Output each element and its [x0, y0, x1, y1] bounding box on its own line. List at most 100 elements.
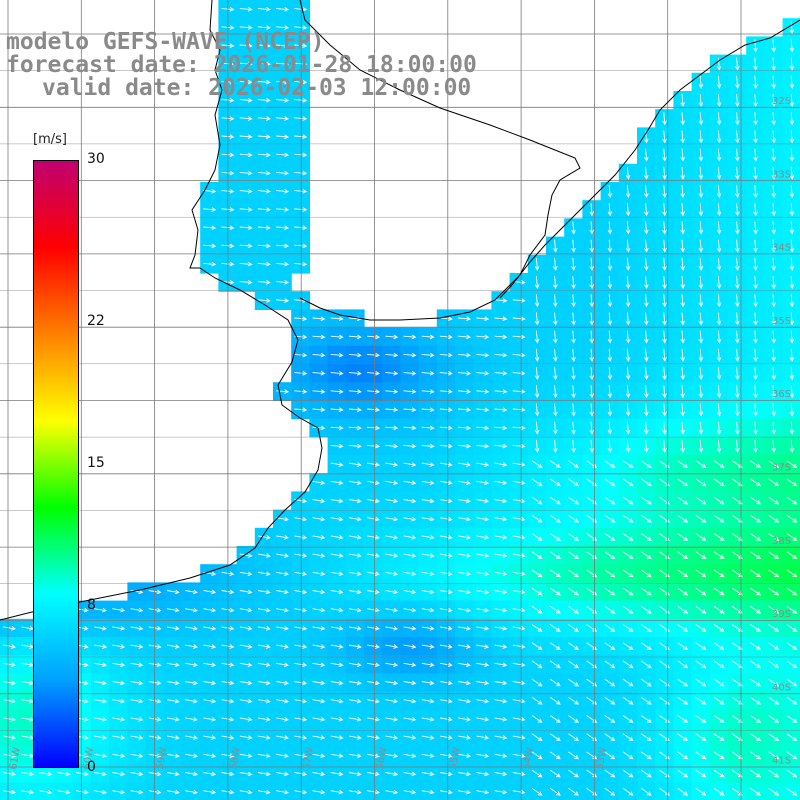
- wind-arrow: [604, 478, 616, 487]
- wind-arrow: [512, 443, 526, 449]
- wind-arrow: [348, 371, 362, 376]
- wind-arrow: [571, 385, 576, 399]
- wind-arrow: [771, 39, 777, 53]
- wind-arrow: [421, 698, 435, 704]
- wind-arrow: [476, 371, 490, 376]
- wind-arrow: [494, 589, 508, 595]
- wind-arrow: [458, 771, 471, 777]
- wind-arrow: [276, 771, 289, 777]
- wind-arrow: [680, 94, 686, 108]
- wind-arrow: [312, 571, 326, 577]
- wind-arrow: [348, 443, 362, 449]
- wind-arrow: [312, 389, 326, 394]
- wind-arrow: [589, 239, 595, 253]
- wind-arrow: [750, 587, 761, 596]
- wind-cell: [618, 782, 638, 800]
- wind-arrow: [367, 789, 380, 795]
- wind-arrow: [716, 330, 722, 344]
- wind-arrow: [625, 294, 631, 308]
- wind-arrow: [753, 239, 758, 253]
- wind-arrow: [439, 589, 453, 595]
- wind-arrow: [403, 789, 417, 795]
- wind-arrow: [512, 334, 526, 340]
- wind-arrow: [367, 334, 381, 340]
- wind-arrow: [257, 753, 271, 759]
- wind-arrow: [458, 535, 471, 540]
- wind-arrow: [330, 334, 344, 340]
- wind-arrow: [698, 403, 704, 417]
- wind-cell: [782, 473, 800, 492]
- wind-arrow: [750, 751, 761, 760]
- wind-arrow: [553, 439, 558, 453]
- wind-arrow: [735, 257, 740, 271]
- wind-arrow: [439, 316, 453, 322]
- wind-arrow: [367, 480, 380, 486]
- wind-arrow: [680, 294, 686, 308]
- wind-arrow: [677, 733, 689, 742]
- wind-arrow: [534, 403, 540, 417]
- wind-arrow: [568, 642, 579, 651]
- wind-arrow: [750, 642, 761, 651]
- wind-arrow: [713, 478, 725, 487]
- wind-arrow: [680, 203, 686, 217]
- wind-arrow: [203, 225, 217, 231]
- wind-arrow: [239, 571, 253, 577]
- wind-cell: [782, 728, 800, 747]
- wind-arrow: [239, 25, 253, 30]
- wind-arrow: [644, 403, 649, 417]
- wind-arrow: [185, 771, 198, 777]
- wind-arrow: [789, 348, 795, 362]
- wind-arrow: [713, 696, 725, 705]
- wind-arrow: [130, 771, 144, 777]
- latitude-labels: 32S 33S 34S 35S 36S 37S 38S 39S 40S 41S: [772, 96, 791, 767]
- colorbar-tick-label: 0: [87, 759, 96, 775]
- wind-arrow: [494, 352, 508, 358]
- wind-arrow: [625, 330, 631, 344]
- wind-arrow: [367, 407, 381, 413]
- wind-arrow: [185, 662, 198, 668]
- wind-arrow: [571, 403, 576, 417]
- wind-arrow: [476, 352, 490, 358]
- wind-arrow: [625, 276, 631, 290]
- wind-arrow: [604, 715, 616, 723]
- wind-arrow: [203, 771, 217, 777]
- wind-arrow: [294, 516, 308, 522]
- wind-arrow: [494, 480, 508, 486]
- wind-arrow: [677, 678, 689, 687]
- wind-arrow: [203, 698, 217, 704]
- wind-arrow: [768, 587, 780, 596]
- wind-arrow: [21, 789, 35, 795]
- wind-arrow: [622, 624, 634, 632]
- wind-arrow: [494, 607, 508, 613]
- wind-arrow: [276, 61, 290, 67]
- wind-arrow: [257, 535, 271, 540]
- wind-arrow: [239, 79, 253, 85]
- wind-arrow: [239, 170, 253, 176]
- wind-arrow: [239, 680, 253, 686]
- wind-arrow: [330, 789, 344, 795]
- wind-arrow: [625, 257, 631, 271]
- wind-arrow: [385, 480, 399, 486]
- wind-arrow: [768, 787, 780, 796]
- wind-arrow: [330, 717, 344, 722]
- wind-arrow: [257, 771, 271, 777]
- latitude-label: 39S: [772, 609, 791, 620]
- wind-arrow: [568, 460, 579, 469]
- wind-arrow: [771, 439, 777, 453]
- wind-arrow: [294, 626, 308, 631]
- wind-arrow: [786, 478, 798, 487]
- wind-arrow: [753, 348, 758, 362]
- wind-arrow: [753, 257, 758, 271]
- wind-arrow: [257, 589, 271, 595]
- wind-arrow: [112, 771, 126, 777]
- wind-cell: [527, 782, 547, 800]
- wind-cell: [564, 782, 583, 800]
- wind-arrow: [330, 626, 344, 631]
- wind-arrow: [771, 294, 777, 308]
- wind-arrow: [512, 589, 526, 595]
- wind-arrow: [640, 642, 652, 651]
- wind-arrow: [771, 221, 777, 235]
- wind-arrow: [644, 148, 649, 162]
- wind-arrow: [735, 439, 740, 453]
- wind-arrow: [698, 439, 704, 453]
